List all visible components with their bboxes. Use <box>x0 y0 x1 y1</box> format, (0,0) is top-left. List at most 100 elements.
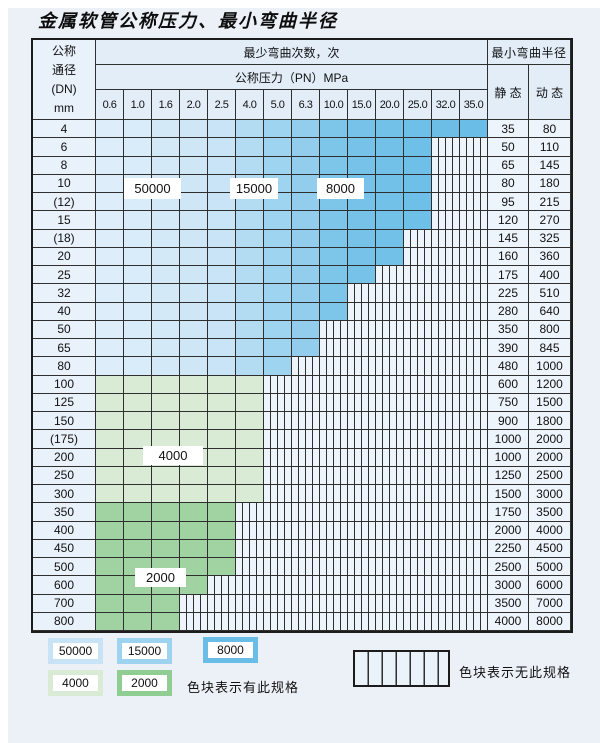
grid-cell <box>208 558 236 577</box>
grid-cell <box>208 138 236 157</box>
dynamic-value-cell: 6000 <box>529 576 571 595</box>
static-value-cell: 4000 <box>488 612 529 631</box>
legend-swatch-50000-label: 50000 <box>53 643 98 659</box>
dynamic-value-cell: 110 <box>529 138 571 157</box>
grid-cell <box>320 302 348 321</box>
grid-cell <box>180 466 208 485</box>
grid-cell <box>180 138 208 157</box>
grid-cell <box>96 174 124 193</box>
grid-cell <box>320 229 348 248</box>
grid-cell <box>124 211 152 230</box>
grid-cell <box>348 284 376 303</box>
grid-cell <box>376 466 404 485</box>
grid-cell <box>152 247 180 266</box>
grid-cell <box>404 503 432 522</box>
grid-cell <box>264 156 292 175</box>
grid-cell <box>432 375 460 394</box>
grid-cell <box>292 485 320 504</box>
grid-cell <box>264 558 292 577</box>
grid-cell <box>180 174 208 193</box>
grid-cell <box>376 375 404 394</box>
grid-cell <box>264 266 292 285</box>
grid-cell <box>96 302 124 321</box>
grid-cell <box>152 284 180 303</box>
grid-cell <box>152 120 180 139</box>
grid-cell <box>264 320 292 339</box>
static-value-cell: 145 <box>488 229 529 248</box>
grid-cell <box>264 211 292 230</box>
grid-cell <box>404 120 432 139</box>
grid-cell <box>236 229 264 248</box>
grid-cell <box>236 539 264 558</box>
grid-cell <box>264 284 292 303</box>
legend-swatch-8000-label: 8000 <box>208 642 253 658</box>
dn-cell: 200 <box>33 448 96 467</box>
grid-cell <box>96 466 124 485</box>
dn-cell: 40 <box>33 302 96 321</box>
grid-cell <box>152 485 180 504</box>
grid-cell <box>432 156 460 175</box>
grid-cell <box>124 357 152 376</box>
pressure-column-header: 20.0 <box>376 90 404 120</box>
grid-cell <box>264 247 292 266</box>
pressure-table: 公称 通径 (DN) mm 最少弯曲次数，次 最小弯曲半径 公称压力（PN）MP… <box>31 38 573 633</box>
grid-cell <box>236 576 264 595</box>
grid-cell <box>292 412 320 431</box>
grid-cell <box>320 594 348 613</box>
grid-cell <box>180 320 208 339</box>
grid-cell <box>376 485 404 504</box>
dn-cell: 150 <box>33 412 96 431</box>
dn-cell: 65 <box>33 339 96 358</box>
grid-cell <box>292 503 320 522</box>
static-value-cell: 3000 <box>488 576 529 595</box>
grid-cell <box>432 120 460 139</box>
grid-cell <box>376 412 404 431</box>
grid-cell <box>96 339 124 358</box>
dynamic-value-cell: 2500 <box>529 466 571 485</box>
grid-cell <box>292 375 320 394</box>
grid-cell <box>208 412 236 431</box>
grid-cell <box>264 339 292 358</box>
grid-cell <box>320 612 348 631</box>
grid-cell <box>208 339 236 358</box>
static-value-cell: 900 <box>488 412 529 431</box>
grid-cell <box>96 156 124 175</box>
grid-cell <box>180 503 208 522</box>
static-value-cell: 65 <box>488 156 529 175</box>
grid-cell <box>264 612 292 631</box>
grid-cell <box>264 302 292 321</box>
grid-cell <box>320 357 348 376</box>
grid-cell <box>236 430 264 449</box>
grid-cell <box>96 375 124 394</box>
grid-cell <box>180 521 208 540</box>
grid-cell <box>236 247 264 266</box>
grid-cell <box>460 521 488 540</box>
pressure-column-header: 1.6 <box>152 90 180 120</box>
grid-cell <box>460 375 488 394</box>
bend-cycles-header: 最少弯曲次数，次 <box>96 40 488 65</box>
grid-cell <box>404 211 432 230</box>
grid-cell <box>124 393 152 412</box>
grid-cell <box>180 229 208 248</box>
dynamic-value-cell: 8000 <box>529 612 571 631</box>
pressure-column-header: 6.3 <box>292 90 320 120</box>
grid-cell <box>292 393 320 412</box>
grid-cell <box>96 558 124 577</box>
grid-cell <box>264 375 292 394</box>
grid-cell <box>320 156 348 175</box>
grid-cell <box>320 576 348 595</box>
grid-cell <box>96 612 124 631</box>
grid-cell <box>264 539 292 558</box>
grid-cell <box>152 211 180 230</box>
grid-cell <box>292 594 320 613</box>
grid-cell <box>320 521 348 540</box>
dn-cell: 8 <box>33 156 96 175</box>
dynamic-value-cell: 4500 <box>529 539 571 558</box>
legend-swatch-15000: 15000 <box>117 638 172 664</box>
grid-cell <box>376 193 404 212</box>
dynamic-value-cell: 3500 <box>529 503 571 522</box>
grid-cell <box>348 138 376 157</box>
static-value-cell: 225 <box>488 284 529 303</box>
bend-count-label-8000: 8000 <box>317 178 364 199</box>
grid-cell <box>236 612 264 631</box>
